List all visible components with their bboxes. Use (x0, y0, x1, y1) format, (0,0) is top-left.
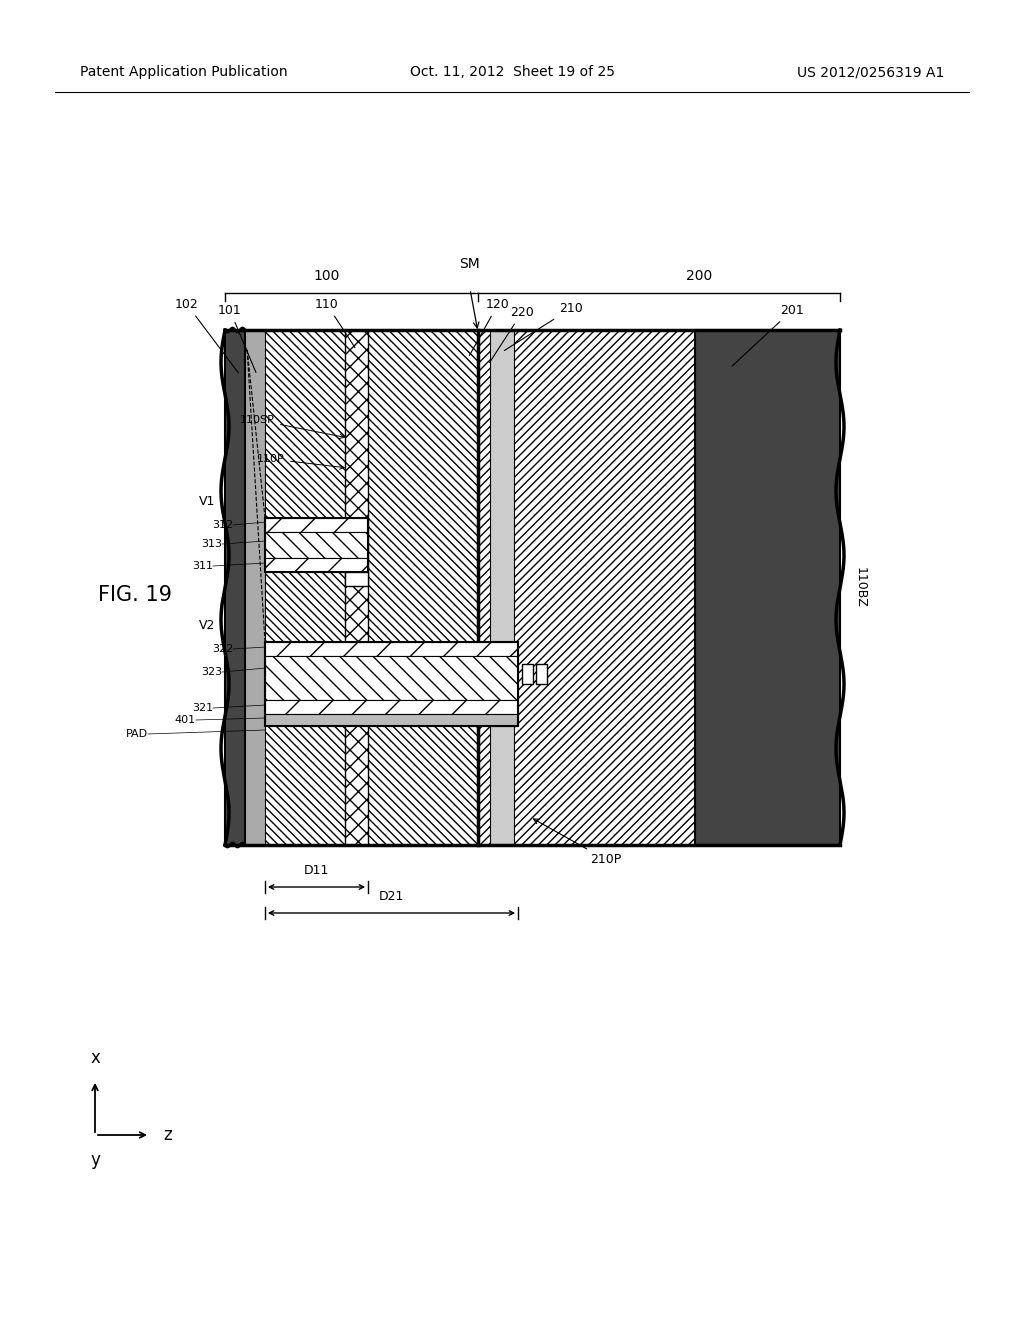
Text: 312: 312 (212, 520, 233, 531)
Bar (265, 558, 368, 572)
Bar (265, 714, 518, 726)
Bar (536, 664, 547, 684)
Text: 100: 100 (313, 269, 340, 282)
Bar (345, 330, 368, 845)
Bar (265, 656, 518, 700)
Bar (265, 517, 368, 572)
Text: 200: 200 (686, 269, 712, 282)
Bar (522, 664, 534, 684)
Text: 201: 201 (732, 304, 804, 366)
Bar (695, 330, 840, 845)
Bar (695, 330, 840, 845)
Text: V2: V2 (199, 619, 215, 632)
Bar (514, 330, 695, 845)
Text: 220: 220 (489, 306, 534, 363)
Text: SM: SM (460, 257, 480, 271)
Text: x: x (90, 1049, 100, 1067)
Text: D11: D11 (304, 865, 329, 876)
Text: Patent Application Publication: Patent Application Publication (80, 65, 288, 79)
Text: 313: 313 (201, 539, 222, 549)
Text: 110BZ: 110BZ (854, 568, 867, 609)
Text: 311: 311 (193, 561, 213, 572)
Bar (368, 330, 478, 845)
Text: 322: 322 (212, 644, 233, 653)
Text: 401: 401 (175, 715, 196, 725)
Bar (225, 330, 245, 845)
Text: y: y (90, 1151, 100, 1170)
Text: 321: 321 (191, 704, 213, 713)
Bar (265, 642, 518, 656)
Text: Oct. 11, 2012  Sheet 19 of 25: Oct. 11, 2012 Sheet 19 of 25 (410, 65, 614, 79)
Text: z: z (163, 1126, 172, 1144)
Text: 120: 120 (469, 298, 510, 355)
Text: 110SP: 110SP (240, 414, 344, 438)
Text: 323: 323 (201, 667, 222, 677)
Text: US 2012/0256319 A1: US 2012/0256319 A1 (797, 65, 944, 79)
Bar (345, 572, 368, 586)
Text: 110P: 110P (257, 454, 344, 469)
Text: 101: 101 (218, 304, 256, 372)
Bar (265, 532, 368, 558)
Text: 210P: 210P (534, 818, 622, 866)
Bar (265, 330, 345, 845)
Text: FIG. 19: FIG. 19 (98, 585, 172, 605)
Bar (478, 330, 490, 845)
Text: 210: 210 (505, 302, 583, 351)
Bar (490, 330, 514, 845)
Text: D21: D21 (379, 890, 404, 903)
Text: V1: V1 (199, 495, 215, 508)
Text: PAD: PAD (126, 729, 148, 739)
Bar (265, 517, 368, 532)
Bar (265, 642, 518, 726)
Bar (265, 700, 518, 714)
Text: 110: 110 (315, 298, 355, 347)
Text: 102: 102 (175, 298, 239, 372)
Bar (245, 330, 265, 845)
